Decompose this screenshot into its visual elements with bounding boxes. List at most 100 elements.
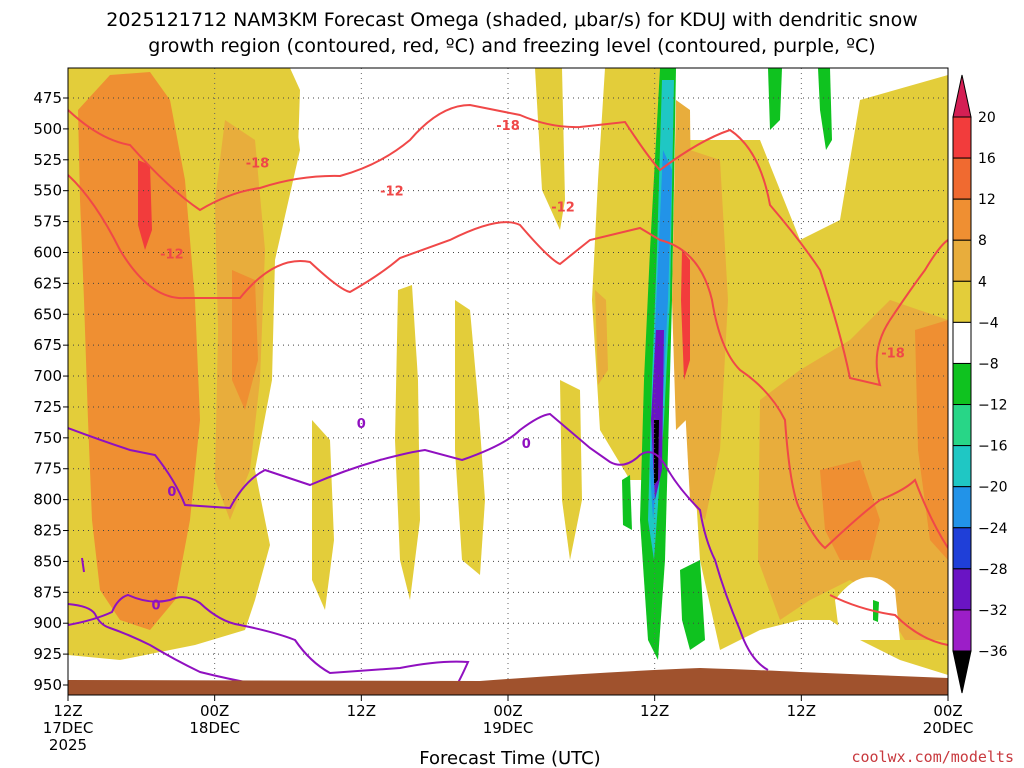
omega-region xyxy=(820,460,880,560)
colorbar-swatch xyxy=(952,362,972,406)
colorbar-swatch xyxy=(952,527,972,570)
y-tick-label: 600 xyxy=(33,243,62,261)
x-tick-label: 17DEC xyxy=(43,719,94,737)
chart-title-line2: growth region (contoured, red, ºC) and f… xyxy=(148,35,875,57)
y-tick-label: 875 xyxy=(33,583,62,601)
colorbar-label: −20 xyxy=(978,480,1008,496)
contour-line xyxy=(68,103,948,387)
omega-region xyxy=(560,380,582,560)
contour-line xyxy=(829,594,948,646)
colorbar-bottom-arrow xyxy=(952,650,972,694)
contour-line xyxy=(68,412,769,671)
colorbar-label: 20 xyxy=(978,110,996,126)
omega-region xyxy=(682,150,728,520)
temperature-contours xyxy=(68,103,948,646)
omega-region xyxy=(455,300,485,575)
colorbar-label: −16 xyxy=(978,439,1008,455)
x-tick-label: 00Z xyxy=(200,702,229,720)
omega-region xyxy=(232,270,258,410)
contour-label: -12 xyxy=(551,201,575,216)
x-tick-label: 00Z xyxy=(493,702,522,720)
colorbar-label: −28 xyxy=(978,562,1008,578)
x-tick-label: 12Z xyxy=(53,702,82,720)
colorbar-label: 4 xyxy=(978,274,987,290)
colorbar-swatch xyxy=(952,157,972,200)
omega-region xyxy=(768,68,782,130)
omega-region xyxy=(680,560,705,650)
colorbar-swatch xyxy=(952,404,972,447)
omega-shading xyxy=(68,68,948,675)
colorbar-swatch xyxy=(952,280,972,323)
colorbar-label: −24 xyxy=(978,521,1008,537)
contour-label: -12 xyxy=(380,185,404,200)
colorbar-label: −4 xyxy=(978,315,999,331)
omega-region xyxy=(535,68,565,230)
y-tick-label: 625 xyxy=(33,274,62,292)
contour-line xyxy=(81,557,85,573)
contour-line xyxy=(68,593,470,689)
y-tick-label: 950 xyxy=(33,676,62,694)
omega-region xyxy=(818,68,832,150)
x-tick-label: 12Z xyxy=(640,702,669,720)
omega-region xyxy=(395,285,420,600)
x-tick-label: 12Z xyxy=(787,702,816,720)
colorbar-swatch xyxy=(952,445,972,488)
colorbar-label: 12 xyxy=(978,192,996,208)
colorbar-swatch xyxy=(952,321,972,364)
credit-text: coolwx.com/modelts xyxy=(851,748,1014,766)
omega-region xyxy=(290,68,300,170)
omega-region xyxy=(654,420,659,485)
colorbar-label: −12 xyxy=(978,398,1008,414)
y-tick-label: 650 xyxy=(33,305,62,323)
x-tick-label: 2025 xyxy=(49,736,87,754)
colorbar-top-arrow xyxy=(952,74,972,118)
y-axis: 475 500 525 550 575 600 625 650 675 700 725 750 775 8… xyxy=(33,89,68,694)
colorbar-label: −32 xyxy=(978,603,1008,619)
colorbar-swatch xyxy=(952,116,972,159)
chart-title-line1: 2025121712 NAM3KM Forecast Omega (shaded… xyxy=(106,9,918,31)
y-tick-label: 500 xyxy=(33,120,62,138)
colorbar-label: −36 xyxy=(978,644,1008,660)
contour-label: 0 xyxy=(522,437,531,452)
y-tick-label: 550 xyxy=(33,182,62,200)
x-tick-label: 00Z xyxy=(933,702,962,720)
terrain-fill xyxy=(68,668,948,695)
contour-labels: -18 -18 -12 -12 -12 -18 0 0 0 0 xyxy=(151,119,904,614)
contour-label: 0 xyxy=(167,485,176,500)
colorbar-label: −8 xyxy=(978,356,999,372)
contour-label: 0 xyxy=(151,599,160,614)
contour-label: -18 xyxy=(246,156,270,171)
colorbar-swatch xyxy=(952,486,972,529)
colorbar-swatch xyxy=(952,239,972,282)
y-tick-label: 700 xyxy=(33,367,62,385)
plot-area: -18 -18 -12 -12 -12 -18 0 0 0 0 xyxy=(68,68,948,695)
y-tick-label: 850 xyxy=(33,552,62,570)
omega-region xyxy=(915,320,948,560)
colorbar-swatch xyxy=(952,198,972,241)
x-tick-label: 12Z xyxy=(347,702,376,720)
x-tick-label: 18DEC xyxy=(189,719,240,737)
y-tick-label: 900 xyxy=(33,614,62,632)
colorbar: 20 16 12 8 4 −4 −8 −12 −16 −20 −24 −28 −32 −36 xyxy=(952,74,1008,694)
x-tick-label: 20DEC xyxy=(923,719,974,737)
y-tick-label: 925 xyxy=(33,645,62,663)
colorbar-label: 16 xyxy=(978,151,996,167)
y-tick-label: 575 xyxy=(33,213,62,231)
contour-line xyxy=(68,603,281,689)
y-tick-label: 725 xyxy=(33,398,62,416)
colorbar-swatch xyxy=(952,568,972,611)
contour-label: 0 xyxy=(357,417,366,432)
omega-region xyxy=(78,72,200,630)
y-tick-label: 475 xyxy=(33,89,62,107)
y-tick-label: 800 xyxy=(33,491,62,509)
x-axis-label: Forecast Time (UTC) xyxy=(419,748,600,768)
omega-region xyxy=(138,160,152,250)
y-tick-label: 750 xyxy=(33,429,62,447)
y-tick-label: 675 xyxy=(33,336,62,354)
freezing-level-contours xyxy=(68,412,769,689)
y-tick-label: 775 xyxy=(33,460,62,478)
omega-region xyxy=(622,475,632,530)
omega-region xyxy=(312,420,334,610)
contour-label: -12 xyxy=(160,248,184,263)
